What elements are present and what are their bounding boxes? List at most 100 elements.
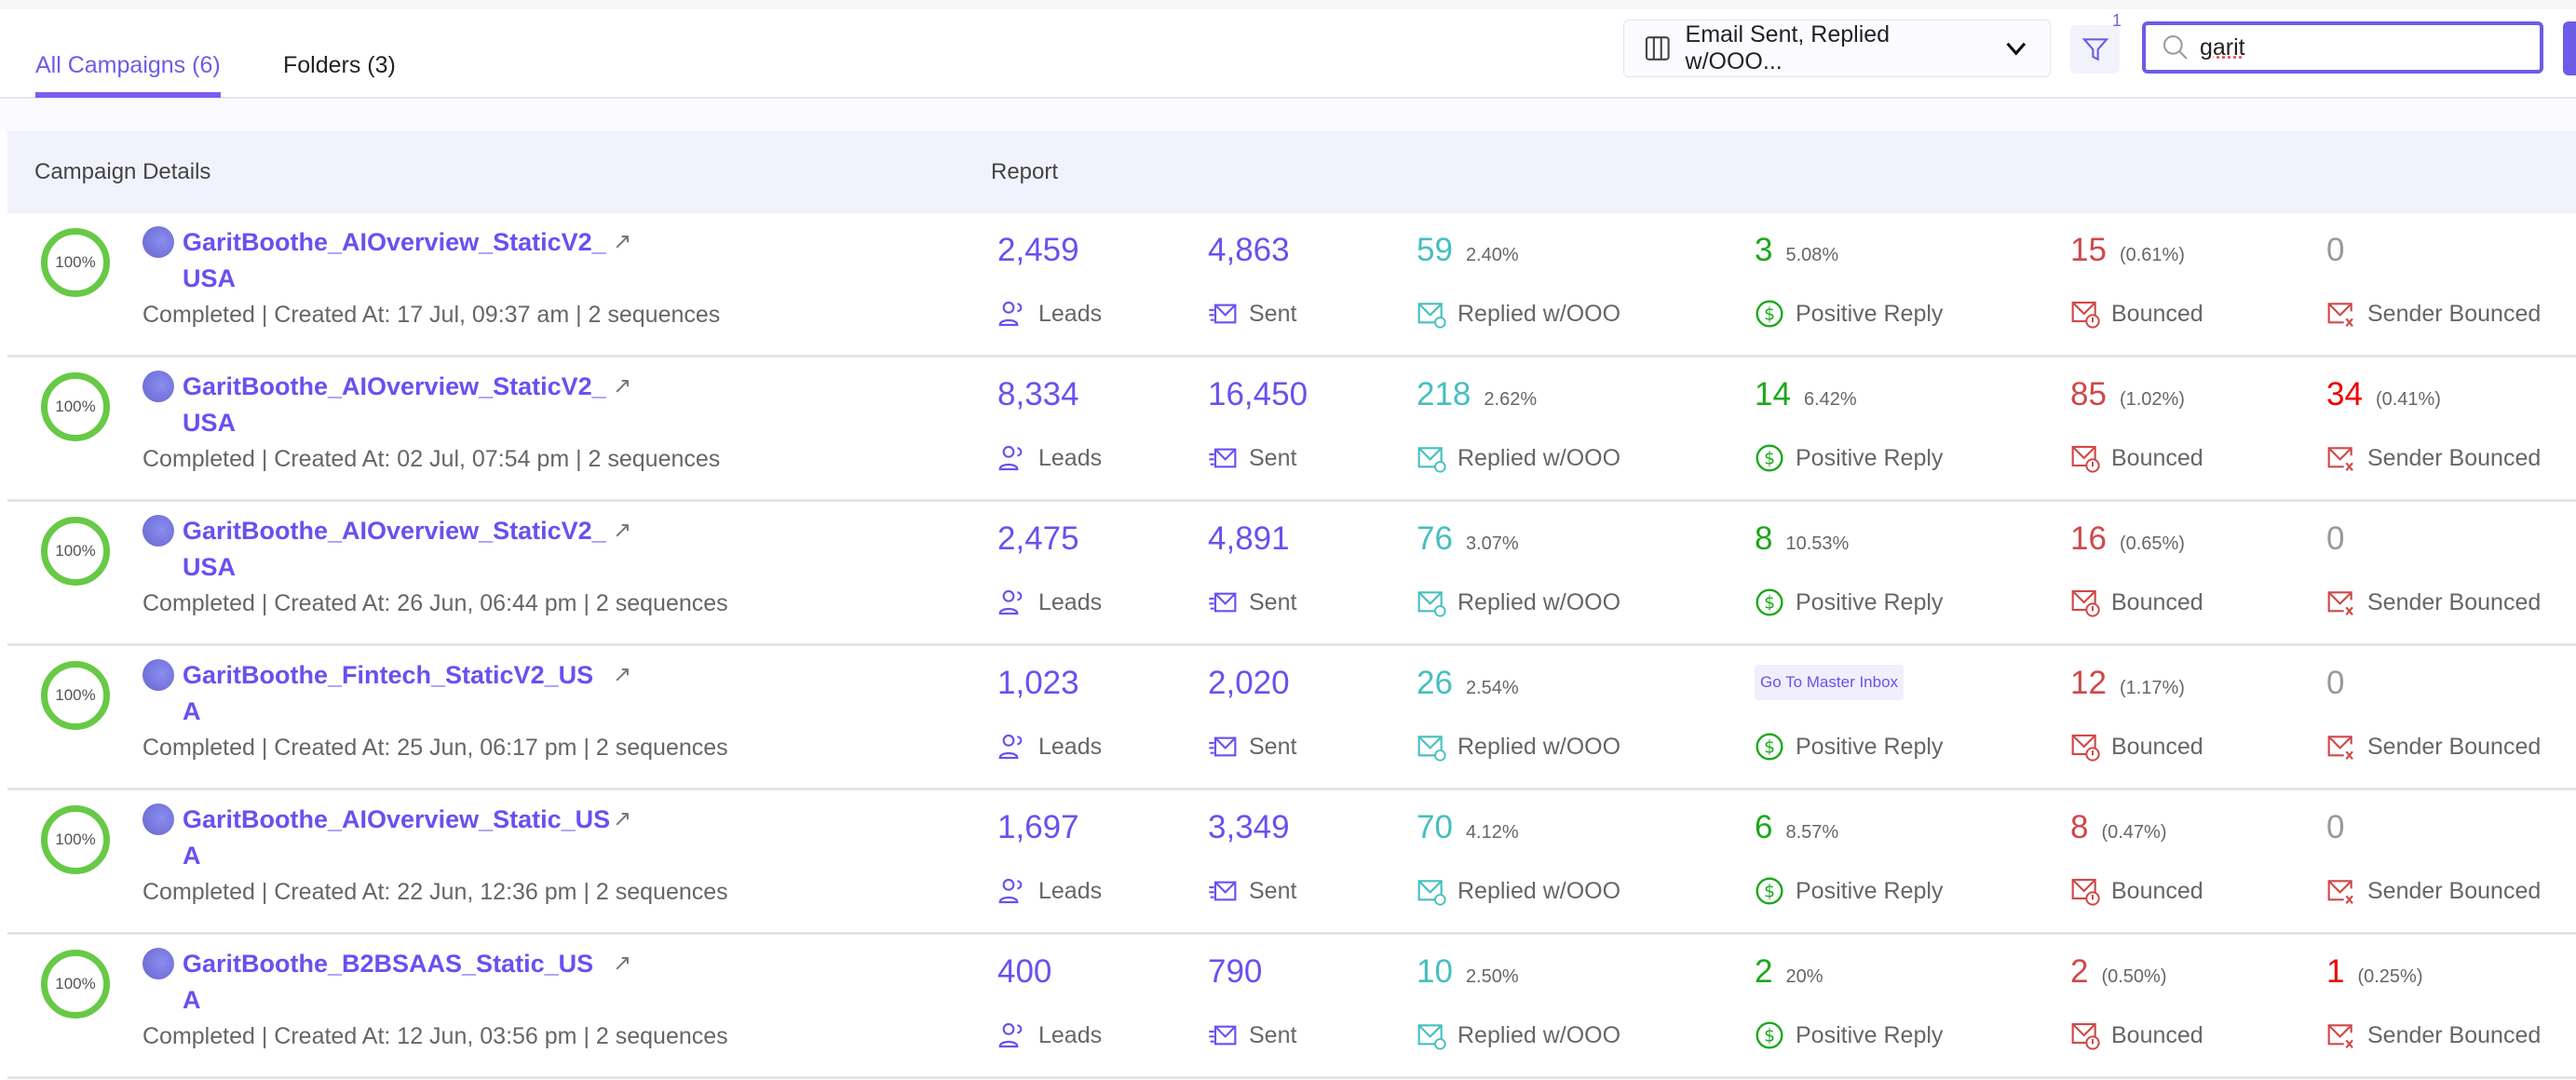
campaign-row[interactable]: 100% GaritBoothe_AIOverview_StaticV2_USA… [7,502,2576,646]
replied-mail-icon [1417,443,1446,473]
primary-action-button[interactable] [2563,21,2576,75]
replied-stat: 218 2.62% [1417,376,1537,413]
stat-label-text: Sent [1249,877,1297,904]
replied-value: 218 [1417,376,1471,412]
go-to-master-inbox-button[interactable]: Go To Master Inbox [1755,665,1905,700]
external-link-icon[interactable]: ↗ [613,229,632,254]
campaign-meta: Completed | Created At: 25 Jun, 06:17 pm… [142,735,728,761]
positive-stat: Go To Master Inbox [1755,665,1905,700]
positive-percent: 8.57% [1785,822,1839,843]
stat-label-text: Sender Bounced [2367,588,2542,615]
campaign-meta: Completed | Created At: 17 Jul, 09:37 am… [142,302,721,328]
avatar [142,371,174,402]
leads-label: Leads [997,299,1102,329]
dollar-icon: $ [1755,443,1784,473]
leads-stat: 2,459 [997,232,1079,269]
campaign-row[interactable]: 100% GaritBoothe_AIOverview_StaticV2_USA… [7,358,2576,502]
sent-icon [1208,876,1238,906]
stat-label-text: Sent [1249,300,1297,327]
sent-icon [1208,1020,1238,1050]
sender-bounced-value: 0 [2326,520,2345,557]
campaign-row[interactable]: 100% GaritBoothe_Fintech_StaticV2_USA ↗ … [7,646,2576,790]
columns-icon [1645,36,1670,61]
sender-bounced-value: 1 [2326,953,2345,990]
leads-label: Leads [997,876,1102,906]
sent-label: Sent [1208,732,1296,762]
campaign-name-link[interactable]: GaritBoothe_AIOverview_StaticV2_USA [183,228,606,292]
bounced-stat: 85 (1.02%) [2070,376,2185,413]
sent-value: 3,349 [1208,809,1290,845]
stat-label-text: Bounced [2111,1021,2203,1048]
positive-value: 14 [1755,376,1791,412]
campaign-name-link[interactable]: GaritBoothe_Fintech_StaticV2_USA [183,661,594,725]
stat-label-text: Sent [1249,733,1297,760]
positive-stat: 6 8.57% [1755,809,1838,846]
sent-value: 4,891 [1208,520,1290,557]
campaign-name-link[interactable]: GaritBoothe_AIOverview_StaticV2_USA [183,372,606,437]
bounced-label: Bounced [2070,587,2203,617]
filter-button[interactable] [2070,25,2120,74]
campaign-row[interactable]: 100% GaritBoothe_AIOverview_Static_USA ↗… [7,790,2576,935]
positive-stat: 14 6.42% [1755,376,1857,413]
campaign-name-link[interactable]: GaritBoothe_AIOverview_Static_USA [183,805,611,870]
positive-percent: 6.42% [1803,389,1857,410]
replied-value: 76 [1417,520,1453,557]
external-link-icon[interactable]: ↗ [613,806,632,831]
external-link-icon[interactable]: ↗ [613,662,632,687]
bounced-stat: 8 (0.47%) [2070,809,2167,846]
progress-value: 100% [55,830,96,848]
sender-bounced-stat: 0 [2326,520,2344,558]
search-input[interactable] [2200,34,2516,61]
bounced-value: 8 [2070,809,2089,845]
progress-ring: 100% [41,661,110,730]
replied-stat: 10 2.50% [1417,953,1519,991]
sender-bounced-stat: 0 [2326,232,2344,269]
positive-value: 6 [1755,809,1773,845]
sender-bounced-icon [2326,299,2356,329]
replied-stat: 76 3.07% [1417,520,1519,558]
sent-value: 2,020 [1208,665,1290,701]
leads-icon [997,299,1027,329]
campaign-name-link[interactable]: GaritBoothe_B2BSAAS_Static_USA [183,950,594,1014]
replied-percent: 2.40% [1465,245,1519,265]
stat-label-text: Positive Reply [1796,300,1944,327]
replied-mail-icon [1417,732,1446,762]
columns-dropdown[interactable]: Email Sent, Replied w/OOO... [1623,20,2051,77]
leads-icon [997,876,1027,906]
bounced-mail-icon [2070,732,2100,762]
stat-label-text: Sender Bounced [2367,444,2542,471]
stat-label-text: Leads [1038,588,1103,615]
bounced-value: 12 [2070,665,2107,701]
sent-value: 16,450 [1208,376,1308,412]
sender-bounced-label: Sender Bounced [2326,443,2541,473]
bounced-label: Bounced [2070,1020,2203,1050]
sent-stat: 16,450 [1208,376,1308,413]
progress-value: 100% [55,975,96,992]
progress-value: 100% [55,253,96,271]
sender-bounced-stat: 34 (0.41%) [2326,376,2441,413]
positive-percent: 10.53% [1785,533,1850,554]
replied-mail-icon [1417,299,1446,329]
tab-all-campaigns[interactable]: All Campaigns (6) [35,52,221,98]
filter-count-badge: 1 [2112,11,2122,30]
sender-bounced-stat: 0 [2326,665,2344,702]
external-link-icon[interactable]: ↗ [613,518,632,543]
search-box[interactable] [2142,21,2543,74]
sent-stat: 790 [1208,953,1262,991]
leads-value: 1,697 [997,809,1079,845]
campaign-row[interactable]: 100% GaritBoothe_AIOverview_StaticV2_USA… [7,213,2576,358]
positive-percent: 20% [1785,966,1824,987]
campaign-row[interactable]: 100% GaritBoothe_B2BSAAS_Static_USA ↗ Co… [7,935,2576,1079]
replied-stat: 70 4.12% [1417,809,1519,846]
external-link-icon[interactable]: ↗ [613,951,632,976]
sent-stat: 4,891 [1208,520,1290,558]
sender-bounced-label: Sender Bounced [2326,587,2541,617]
tab-folders[interactable]: Folders (3) [283,52,396,78]
sender-bounced-icon [2326,587,2356,617]
svg-text:$: $ [1764,594,1775,614]
spacer-band [0,99,2576,132]
positive-label: $ Positive Reply [1755,299,1943,329]
external-link-icon[interactable]: ↗ [613,373,632,398]
sent-label: Sent [1208,587,1296,617]
campaign-name-link[interactable]: GaritBoothe_AIOverview_StaticV2_USA [183,517,606,581]
